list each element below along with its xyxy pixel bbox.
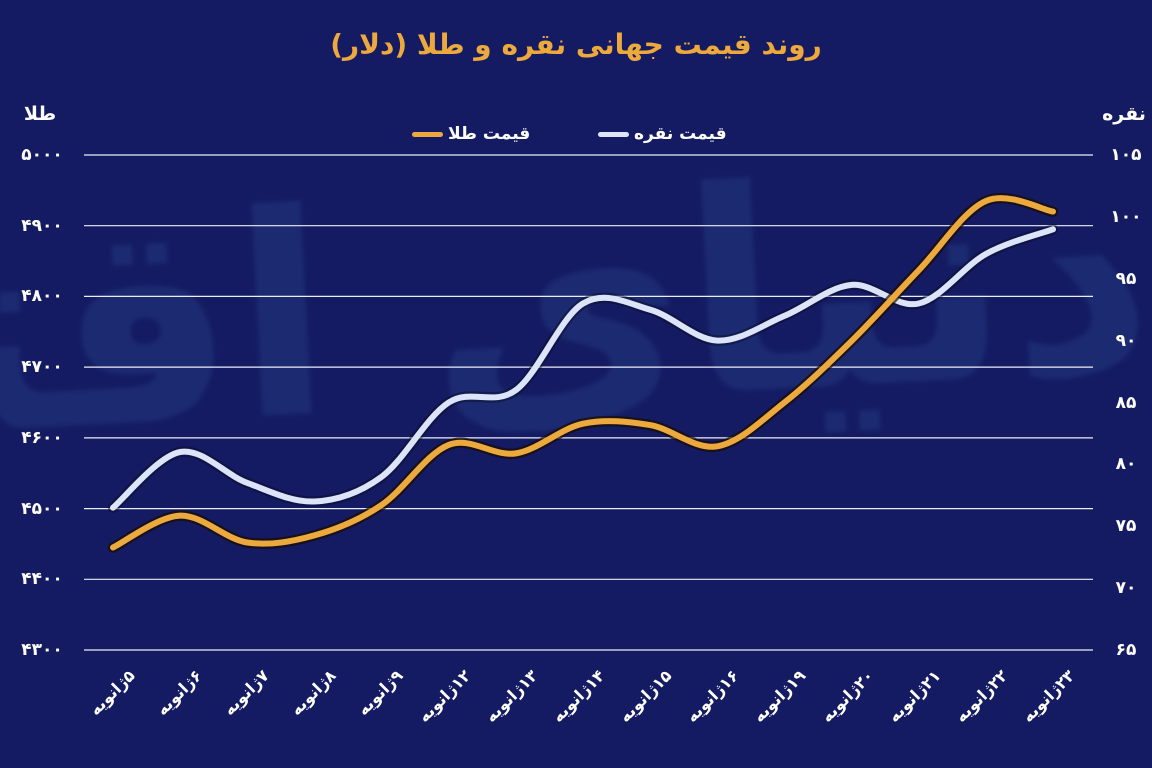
right-axis-title: نقره	[1102, 103, 1146, 125]
left-axis-tick: ۴۶۰۰	[21, 427, 63, 448]
legend-item-gold: قیمت طلا	[412, 124, 530, 144]
left-axis-tick: ۵۰۰۰	[21, 145, 63, 165]
gold-line	[110, 195, 1056, 551]
legend: قیمت طلا قیمت نقره	[0, 124, 1152, 148]
right-axis-tick: ۶۵	[1115, 640, 1137, 660]
legend-gold-label: قیمت طلا	[448, 124, 531, 144]
right-axis-tick: ۸۰	[1115, 454, 1137, 475]
right-axis-tick: ۷۰	[1115, 578, 1137, 599]
legend-silver-label: قیمت نقره	[634, 124, 727, 144]
right-axis-tick: ۸۵	[1115, 392, 1137, 413]
gold-line-swatch	[412, 131, 443, 137]
right-axis-tick: ۹۰	[1115, 330, 1137, 351]
left-axis-tick: ۴۸۰۰	[21, 286, 63, 307]
right-axis-tick: ۷۵	[1115, 516, 1137, 537]
legend-item-silver: قیمت نقره	[598, 124, 727, 144]
left-axis-tick: ۴۷۰۰	[21, 357, 63, 378]
gold-line-edge	[107, 192, 1059, 553]
silver-line-swatch	[598, 131, 629, 137]
right-axis-tick: ۱۰۵	[1110, 145, 1142, 165]
right-axis-tick: ۹۵	[1115, 268, 1137, 289]
chart-title: روند قیمت جهانی نقره و طلا (دلار)	[330, 28, 822, 61]
left-axis-tick: ۴۴۰۰	[21, 569, 63, 590]
left-axis-title: طلا	[23, 103, 57, 125]
right-axis-tick: ۱۰۰	[1110, 206, 1142, 227]
left-axis-tick: ۴۳۰۰	[21, 640, 63, 660]
left-axis-tick: ۴۹۰۰	[21, 215, 63, 236]
left-axis-tick: ۴۵۰۰	[21, 498, 63, 519]
